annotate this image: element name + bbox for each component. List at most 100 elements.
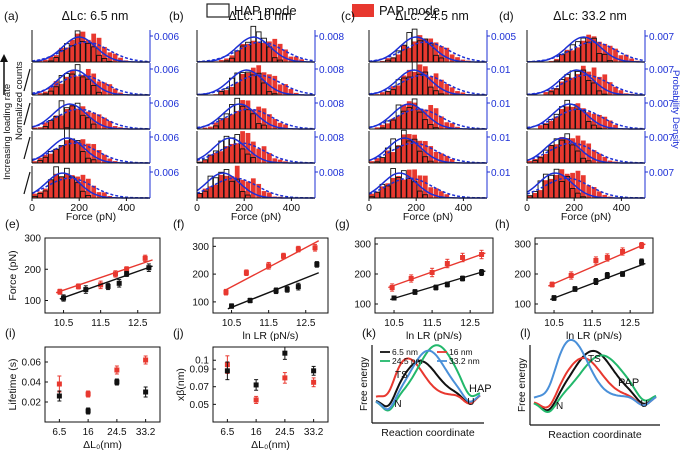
data-point: [433, 285, 439, 290]
y-tick-label: 0.1: [195, 356, 209, 367]
fit-line: [55, 259, 153, 294]
pap-bar: [607, 160, 613, 163]
pap-bar: [277, 84, 283, 95]
histogram-row: 0.01: [368, 166, 511, 199]
panel-label: (d): [499, 9, 514, 23]
data-point: [549, 282, 555, 287]
pap-bar: [439, 191, 444, 198]
pap-bar: [272, 75, 278, 95]
plot-frame: [534, 237, 654, 314]
pap-bar: [64, 47, 70, 62]
pap-bar: [234, 50, 240, 62]
pap-bar: [229, 86, 235, 95]
pap-bar: [48, 56, 54, 62]
pap-bar: [417, 35, 423, 62]
pap-bar: [444, 47, 450, 62]
data-point: [312, 245, 318, 251]
fit-line: [59, 265, 153, 300]
panel-label: (h): [495, 217, 510, 231]
pap-bar: [428, 146, 434, 163]
y-tick-label: 0.06: [22, 358, 42, 369]
pap-bar: [69, 138, 75, 163]
panel-label: (l): [520, 326, 531, 340]
data-point: [408, 276, 414, 281]
pap-bar: [548, 60, 554, 62]
panel-title: ΔLc: 16 nm: [228, 9, 291, 23]
pap-bar: [256, 148, 262, 163]
data-point: [273, 288, 279, 294]
pap-bar: [267, 153, 272, 163]
pap-fit-curve: [31, 142, 150, 164]
x-tick-label: 12.5: [620, 318, 640, 329]
histogram-row: 0.006: [23, 127, 179, 164]
pap-bar: [396, 176, 401, 198]
data-point: [639, 259, 645, 265]
pap-bar: [559, 108, 565, 129]
pap-bar: [224, 175, 229, 198]
x-tick-label: 11.5: [91, 318, 110, 329]
pap-bar: [570, 106, 575, 129]
x-axis-label: Force (pN): [561, 211, 611, 223]
transition-state-label: TS: [395, 370, 408, 381]
x-tick-label: 12.5: [460, 318, 480, 329]
pap-bar: [613, 86, 618, 95]
pap-bar: [96, 150, 102, 163]
pap-bar: [412, 134, 417, 163]
pap-bar: [613, 48, 618, 62]
pap-bar: [261, 72, 267, 95]
pap-bar: [240, 100, 245, 129]
pap-bar: [449, 123, 455, 129]
x-tick-label: 24.5: [275, 427, 295, 438]
x-tick-label: 400: [283, 202, 301, 214]
pap-bar: [369, 193, 375, 198]
pap-bar: [586, 112, 592, 129]
loading-rate-label: Increasing loading rate: [2, 84, 13, 180]
pap-bar: [380, 124, 385, 129]
pap-bar: [406, 69, 412, 95]
pap-fit-curve: [196, 142, 315, 164]
pap-bar: [396, 54, 401, 62]
panel-label: (i): [5, 326, 16, 340]
legend-entry: 6.5 nm: [392, 347, 418, 357]
pap-bar: [570, 50, 575, 62]
legend-pap-label: PAP mode: [379, 3, 440, 18]
data-point: [314, 261, 320, 267]
pap-bar: [575, 170, 581, 198]
pap-bar: [250, 67, 256, 95]
unfolded-state-label: U: [641, 399, 648, 410]
pap-bar: [390, 86, 396, 95]
pap-bar: [422, 66, 428, 95]
pap-bar: [250, 178, 256, 198]
pap-bar: [444, 194, 450, 198]
right-tick-label: 0.01: [491, 99, 511, 110]
x-tick-label: 24.5: [107, 427, 127, 438]
data-point: [460, 276, 466, 281]
pap-bar: [85, 111, 91, 129]
legend-entry: 16 nm: [449, 347, 473, 357]
pap-bar: [112, 88, 118, 95]
plot-frame: [212, 346, 329, 423]
pap-bar: [75, 176, 80, 198]
pap-bar: [613, 124, 618, 129]
pap-bar: [433, 151, 439, 163]
pap-fit-curve: [526, 142, 645, 164]
pap-series: [223, 240, 320, 296]
data-point: [280, 253, 286, 259]
pap-bar: [401, 44, 407, 62]
histogram-row: 0.006: [23, 97, 179, 130]
pap-bar: [32, 161, 38, 163]
y-tick-label: 100: [514, 300, 531, 311]
pap-bar: [112, 126, 118, 129]
panel-title: ΔLc: 6.5 nm: [62, 9, 129, 23]
pap-bar: [43, 122, 48, 129]
pap-bar: [559, 81, 565, 95]
x-axis-label: ΔL₀(nm): [83, 439, 122, 451]
panel-title: ΔLc: 33.2 nm: [553, 9, 627, 23]
pap-bar: [412, 169, 417, 198]
pap-bar: [69, 39, 75, 62]
right-tick-label: 0.007: [649, 32, 674, 43]
pap-fit-curve: [526, 177, 646, 199]
data-point: [479, 270, 485, 275]
histogram-row: 0.006: [31, 30, 179, 63]
